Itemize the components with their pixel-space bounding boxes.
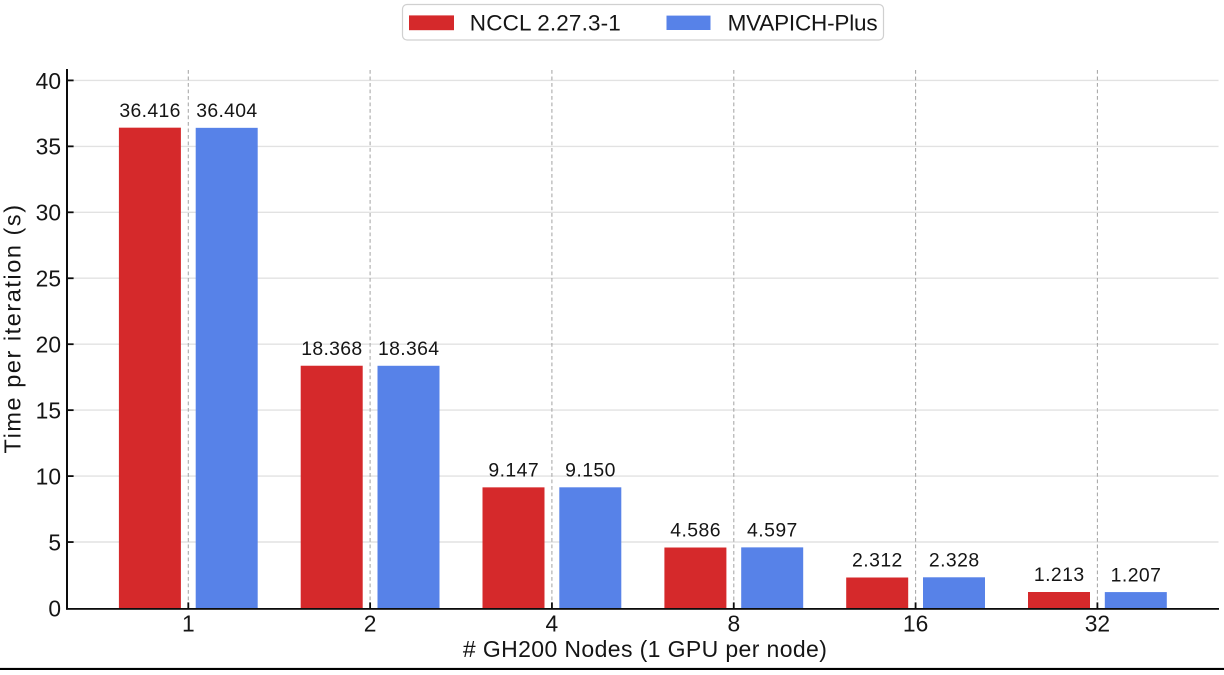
svg-text:25: 25 bbox=[36, 266, 61, 292]
svg-text:9.150: 9.150 bbox=[565, 460, 616, 482]
svg-text:Time per iteration (s): Time per iteration (s) bbox=[0, 205, 26, 454]
svg-text:30: 30 bbox=[36, 200, 61, 226]
svg-text:NCCL 2.27.3-1: NCCL 2.27.3-1 bbox=[470, 10, 621, 35]
svg-text:10: 10 bbox=[36, 463, 61, 489]
svg-text:35: 35 bbox=[36, 134, 61, 160]
svg-text:2.312: 2.312 bbox=[852, 550, 902, 572]
svg-text:MVAPICH-Plus: MVAPICH-Plus bbox=[728, 10, 878, 35]
svg-text:36.416: 36.416 bbox=[119, 100, 180, 122]
svg-text:4.597: 4.597 bbox=[747, 520, 797, 542]
svg-text:8: 8 bbox=[727, 610, 740, 636]
svg-text:4: 4 bbox=[546, 610, 559, 636]
svg-text:15: 15 bbox=[36, 398, 61, 424]
svg-text:1.207: 1.207 bbox=[1111, 564, 1161, 586]
svg-text:2.328: 2.328 bbox=[929, 549, 979, 571]
svg-text:# GH200 Nodes (1 GPU per node): # GH200 Nodes (1 GPU per node) bbox=[463, 636, 827, 662]
svg-text:40: 40 bbox=[36, 68, 61, 94]
svg-text:1.213: 1.213 bbox=[1034, 564, 1084, 586]
svg-text:5: 5 bbox=[48, 529, 61, 555]
svg-text:20: 20 bbox=[36, 332, 61, 358]
svg-text:1: 1 bbox=[182, 610, 195, 636]
svg-text:0: 0 bbox=[48, 595, 61, 621]
svg-text:4.586: 4.586 bbox=[670, 520, 720, 542]
svg-text:18.364: 18.364 bbox=[378, 338, 439, 360]
svg-text:36.404: 36.404 bbox=[196, 100, 257, 122]
svg-text:16: 16 bbox=[903, 610, 928, 636]
svg-text:18.368: 18.368 bbox=[301, 338, 362, 360]
svg-text:32: 32 bbox=[1085, 610, 1110, 636]
svg-text:2: 2 bbox=[364, 610, 377, 636]
svg-text:9.147: 9.147 bbox=[488, 460, 538, 482]
